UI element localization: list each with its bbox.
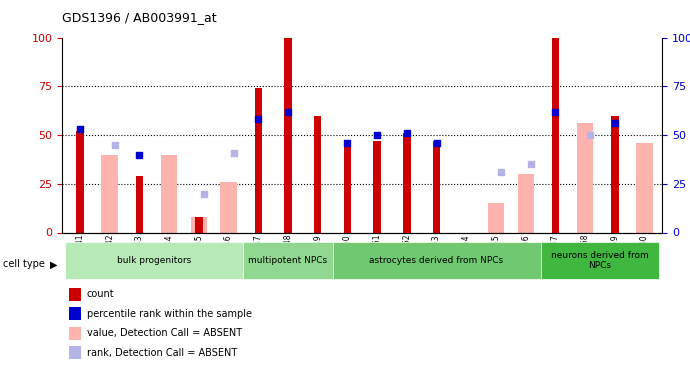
Bar xyxy=(540,242,660,279)
Text: GDS1396 / AB003991_at: GDS1396 / AB003991_at xyxy=(62,11,217,24)
Point xyxy=(228,150,239,156)
Bar xyxy=(433,141,440,232)
Bar xyxy=(190,217,207,232)
Bar xyxy=(636,143,653,232)
Text: value, Detection Call = ABSENT: value, Detection Call = ABSENT xyxy=(87,328,242,338)
Bar xyxy=(65,242,244,279)
Bar xyxy=(255,88,262,232)
Bar xyxy=(552,38,559,232)
Bar xyxy=(488,203,504,232)
Point xyxy=(134,152,145,157)
Point xyxy=(372,132,383,138)
Point xyxy=(402,130,413,136)
Point xyxy=(282,109,293,115)
Point xyxy=(253,116,264,122)
Text: cell type: cell type xyxy=(3,260,46,269)
Bar xyxy=(403,133,411,232)
Bar xyxy=(284,38,292,232)
Text: percentile rank within the sample: percentile rank within the sample xyxy=(87,309,252,319)
Bar xyxy=(161,154,177,232)
Bar xyxy=(333,242,540,279)
Bar xyxy=(101,154,118,232)
Point xyxy=(199,190,210,196)
Point xyxy=(496,169,507,175)
Text: count: count xyxy=(87,290,115,299)
Point xyxy=(585,132,596,138)
Text: bulk progenitors: bulk progenitors xyxy=(117,256,191,265)
Point xyxy=(526,161,537,167)
Text: rank, Detection Call = ABSENT: rank, Detection Call = ABSENT xyxy=(87,348,237,358)
Point xyxy=(431,140,442,146)
Bar xyxy=(220,182,237,232)
Bar xyxy=(344,147,351,232)
Text: astrocytes derived from NPCs: astrocytes derived from NPCs xyxy=(369,256,504,265)
Bar xyxy=(136,176,143,232)
Text: multipotent NPCs: multipotent NPCs xyxy=(248,256,328,265)
Point xyxy=(550,109,561,115)
Text: neurons derived from
NPCs: neurons derived from NPCs xyxy=(551,251,649,270)
Point xyxy=(609,120,620,126)
Point xyxy=(342,140,353,146)
Bar xyxy=(76,131,83,232)
Text: ▶: ▶ xyxy=(50,260,58,269)
Bar xyxy=(518,174,534,232)
Bar xyxy=(314,116,322,232)
Bar xyxy=(195,217,203,232)
Bar xyxy=(577,123,593,232)
Bar xyxy=(244,242,333,279)
Bar xyxy=(611,116,618,232)
Point xyxy=(75,126,86,132)
Bar xyxy=(373,141,381,232)
Point xyxy=(110,142,121,148)
